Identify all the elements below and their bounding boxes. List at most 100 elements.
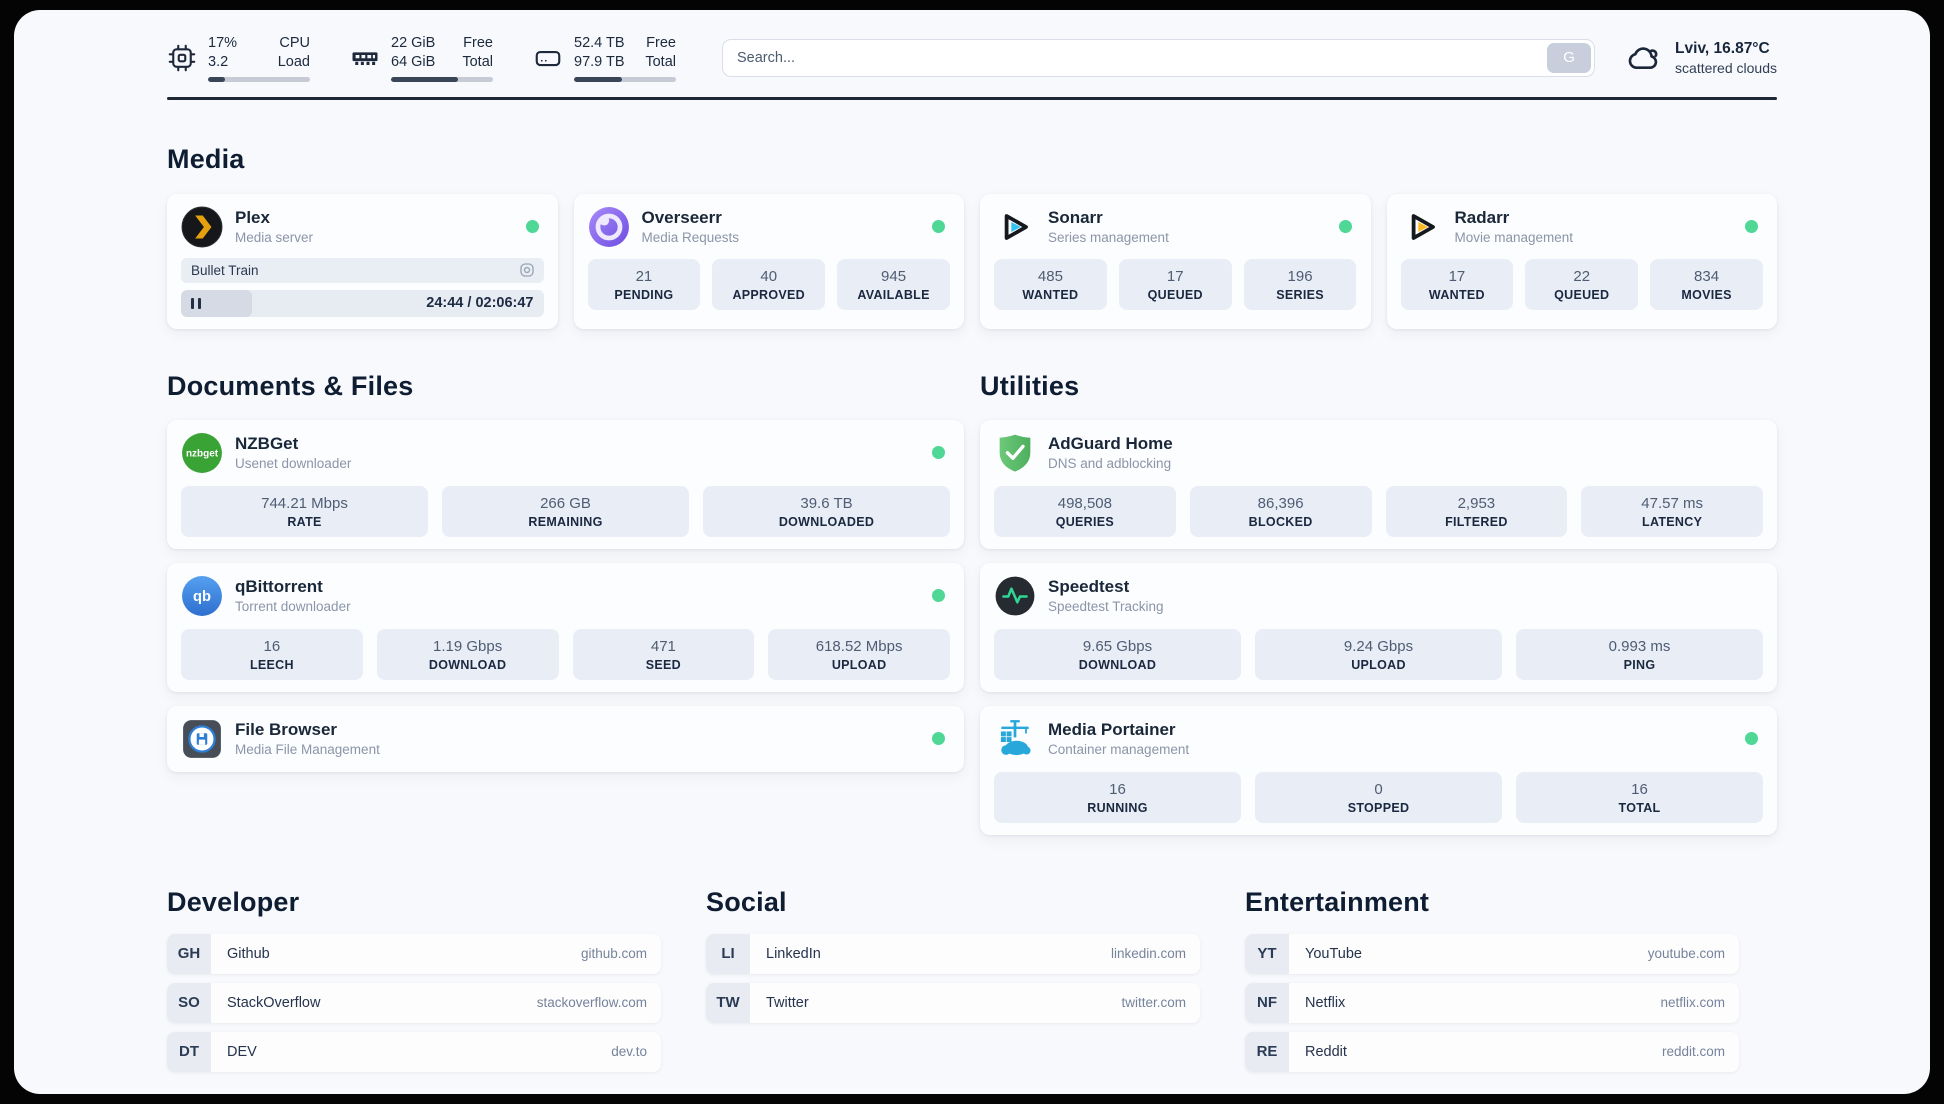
status-dot-online (932, 446, 945, 460)
app-card-nzbget[interactable]: nzbget NZBGet Usenet downloader 744.21 M… (167, 419, 964, 549)
stat-download: 9.65 Gbps DOWNLOAD (994, 628, 1241, 680)
stat-pending: 21 PENDING (587, 258, 701, 310)
disk-progress-bar (574, 77, 676, 82)
app-desc: Media server (235, 230, 314, 246)
stat-queries: 498,508 QUERIES (994, 485, 1176, 537)
now-playing-bar[interactable]: Bullet Train (181, 257, 544, 283)
bookmark-abbr: LI (706, 933, 750, 974)
documents-section-title: Documents & Files (167, 370, 414, 401)
stat-seed: 471 SEED (572, 628, 755, 680)
cpu-label-2: Load (277, 54, 310, 71)
bookmark-linkedin[interactable]: LI LinkedIn linkedin.com (706, 933, 1200, 974)
bookmark-url: dev.to (611, 1044, 647, 1060)
bookmark-name: StackOverflow (227, 994, 321, 1011)
bookmark-abbr: SO (167, 982, 211, 1023)
app-card-portainer[interactable]: Media Portainer Container management 16 … (980, 705, 1777, 835)
app-desc: Speedtest Tracking (1048, 599, 1164, 615)
app-card-overseerr[interactable]: Overseerr Media Requests 21 PENDING 40 A… (573, 193, 964, 329)
status-dot-online (932, 589, 945, 603)
playback-progress-bar[interactable]: 24:44 / 02:06:47 (181, 289, 544, 317)
bookmark-abbr: GH (167, 933, 211, 974)
social-section-title: Social (706, 886, 787, 917)
weather-condition: scattered clouds (1675, 59, 1777, 76)
bookmark-twitter[interactable]: TW Twitter twitter.com (706, 982, 1200, 1023)
status-dot-online (932, 220, 945, 234)
bookmark-url: reddit.com (1661, 1044, 1725, 1060)
search-input[interactable] (722, 38, 1596, 77)
bookmark-name: Reddit (1305, 1043, 1347, 1060)
svg-text:nzbget: nzbget (186, 448, 219, 459)
stat-queued: 22 QUEUED (1525, 258, 1639, 310)
weather-widget[interactable]: Lviv, 16.87°C scattered clouds (1625, 39, 1777, 76)
disk-progress-fill (574, 77, 622, 82)
stat-ping: 0.993 ms PING (1516, 628, 1763, 680)
app-name: Plex (235, 208, 270, 228)
stat-wanted: 485 WANTED (994, 258, 1107, 310)
search-bar: G (722, 38, 1596, 77)
ram-total-value: 64 GiB (391, 54, 436, 71)
stat-upload: 618.52 Mbps UPLOAD (768, 628, 950, 680)
disk-label-2: Total (645, 54, 676, 71)
header-divider (167, 96, 1777, 100)
app-card-adguard[interactable]: AdGuard Home DNS and adblocking 498,508 … (980, 419, 1777, 549)
bookmark-youtube[interactable]: YT YouTube youtube.com (1245, 933, 1739, 974)
radarr-icon (1411, 213, 1435, 240)
stat-total: 16 TOTAL (1516, 771, 1763, 823)
now-playing-title: Bullet Train (191, 262, 259, 278)
stat-download: 1.19 Gbps DOWNLOAD (376, 628, 559, 680)
ram-free-value: 22 GiB (391, 35, 436, 51)
ram-widget: 22 GiB 64 GiB Free Total (350, 34, 493, 82)
bookmark-netflix[interactable]: NF Netflix netflix.com (1245, 982, 1739, 1023)
app-card-qbittorrent[interactable]: qb qBittorrent Torrent downloader 16 (167, 562, 964, 692)
app-name: qBittorrent (235, 577, 323, 597)
svg-text:qb: qb (193, 589, 211, 605)
app-card-sonarr[interactable]: Sonarr Series management 485 WANTED 17 Q… (980, 193, 1371, 329)
app-card-radarr[interactable]: Radarr Movie management 17 WANTED 22 QUE… (1386, 193, 1777, 329)
bookmark-url: twitter.com (1121, 995, 1186, 1011)
app-desc: Container management (1048, 742, 1190, 758)
disk-icon (535, 50, 561, 66)
app-name: Sonarr (1048, 208, 1103, 228)
ram-label-2: Total (462, 54, 493, 71)
bookmark-dev[interactable]: DT DEV dev.to (167, 1031, 661, 1072)
pause-icon[interactable] (191, 290, 201, 317)
app-desc: Series management (1048, 230, 1169, 246)
stat-wanted: 17 WANTED (1400, 258, 1514, 310)
developer-section-title: Developer (167, 886, 300, 917)
app-name: AdGuard Home (1048, 434, 1173, 454)
disk-widget: 52.4 TB 97.9 TB Free Total (533, 34, 676, 82)
cpu-icon (168, 44, 196, 72)
app-desc: Media Requests (641, 230, 740, 246)
section-media: Media Plex Media server (167, 144, 1777, 329)
cpu-progress-fill (208, 77, 226, 82)
stat-latency: 47.57 ms LATENCY (1581, 485, 1763, 537)
bookmark-reddit[interactable]: RE Reddit reddit.com (1245, 1031, 1739, 1072)
bookmark-url: youtube.com (1647, 946, 1725, 962)
bookmark-github[interactable]: GH Github github.com (167, 933, 661, 974)
app-card-plex[interactable]: Plex Media server Bullet Train (167, 193, 558, 329)
stat-remaining: 266 GB REMAINING (442, 485, 689, 537)
cpu-progress-bar (208, 77, 310, 82)
stat-blocked: 86,396 BLOCKED (1189, 485, 1372, 537)
app-card-filebrowser[interactable]: File Browser Media File Management (167, 705, 964, 772)
bookmark-url: netflix.com (1660, 995, 1725, 1011)
dashboard-page: 17% 3.2 CPU Load (14, 10, 1930, 1094)
search-engine-button[interactable]: G (1547, 42, 1592, 73)
bookmark-name: Github (227, 945, 270, 962)
bookmark-abbr: RE (1245, 1031, 1289, 1072)
stat-available: 945 AVAILABLE (837, 258, 950, 310)
bookmark-abbr: NF (1245, 982, 1289, 1023)
app-desc: Torrent downloader (235, 599, 351, 615)
disk-label-1: Free (646, 35, 676, 51)
media-section-title: Media (167, 143, 245, 174)
playback-time: 24:44 / 02:06:47 (426, 295, 534, 312)
session-icon[interactable] (518, 261, 536, 279)
app-desc: Media File Management (235, 742, 380, 758)
nzbget-icon: nzbget (182, 432, 222, 473)
app-card-speedtest[interactable]: Speedtest Speedtest Tracking 9.65 Gbps D… (980, 562, 1777, 692)
stat-series: 196 SERIES (1243, 258, 1357, 310)
bookmark-stackoverflow[interactable]: SO StackOverflow stackoverflow.com (167, 982, 661, 1023)
section-developer: Developer GH Github github.com SO StackO… (167, 887, 661, 1072)
cpu-widget: 17% 3.2 CPU Load (167, 34, 310, 82)
app-name: Radarr (1454, 208, 1510, 228)
